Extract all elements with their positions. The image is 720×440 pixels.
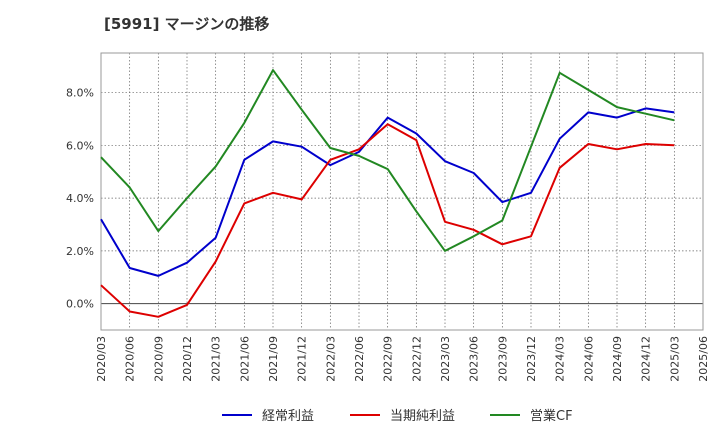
x-tick-label: 2025/06 [697, 336, 710, 382]
x-tick-label: 2023/03 [439, 336, 452, 382]
grid-lines [101, 53, 703, 330]
series-lines [100, 69, 675, 318]
series-line-3 [100, 69, 675, 252]
x-tick-label: 2021/12 [296, 336, 309, 382]
y-tick-label: 4.0% [66, 192, 94, 205]
x-tick-label: 2021/09 [267, 336, 280, 382]
x-tick-label: 2022/06 [353, 336, 366, 382]
x-tick-label: 2024/03 [554, 336, 567, 382]
y-tick-label: 2.0% [66, 245, 94, 258]
chart-title: [5991] マージンの推移 [104, 15, 270, 33]
x-tick-label: 2023/12 [525, 336, 538, 382]
x-tick-label: 2020/03 [95, 336, 108, 382]
plot-frame [100, 52, 704, 331]
x-tick-label: 2023/09 [496, 336, 509, 382]
x-tick-label: 2024/06 [582, 336, 595, 382]
legend-label: 経常利益 [262, 409, 314, 424]
x-tick-label: 2022/12 [410, 336, 423, 382]
x-tick-label: 2020/09 [152, 336, 165, 382]
x-tick-label: 2025/03 [668, 336, 681, 382]
x-tick-label: 2024/09 [611, 336, 624, 382]
legend-label: 当期純利益 [390, 409, 455, 424]
x-tick-label: 2022/09 [382, 336, 395, 382]
y-tick-label: 0.0% [66, 298, 94, 311]
axes: 0.0% 2.0% 4.0% 6.0% 8.0% 2020/03 2020/06 2020/0… [66, 52, 710, 382]
x-tick-label: 2021/06 [238, 336, 251, 382]
series-line-2 [100, 123, 675, 318]
x-tick-label: 2020/06 [124, 336, 137, 382]
x-tick-label: 2024/12 [640, 336, 653, 382]
legend-label: 営業CF [530, 408, 573, 424]
y-tick-label: 6.0% [66, 139, 94, 152]
x-tick-label: 2023/06 [468, 336, 481, 382]
x-tick-label: 2021/03 [210, 336, 223, 382]
x-tick-label: 2020/12 [181, 336, 194, 382]
series-line-1 [100, 107, 675, 277]
x-tick-label: 2022/03 [324, 336, 337, 382]
legend: 経常利益 当期純利益 営業CF [222, 408, 573, 424]
y-tick-label: 8.0% [66, 87, 94, 100]
